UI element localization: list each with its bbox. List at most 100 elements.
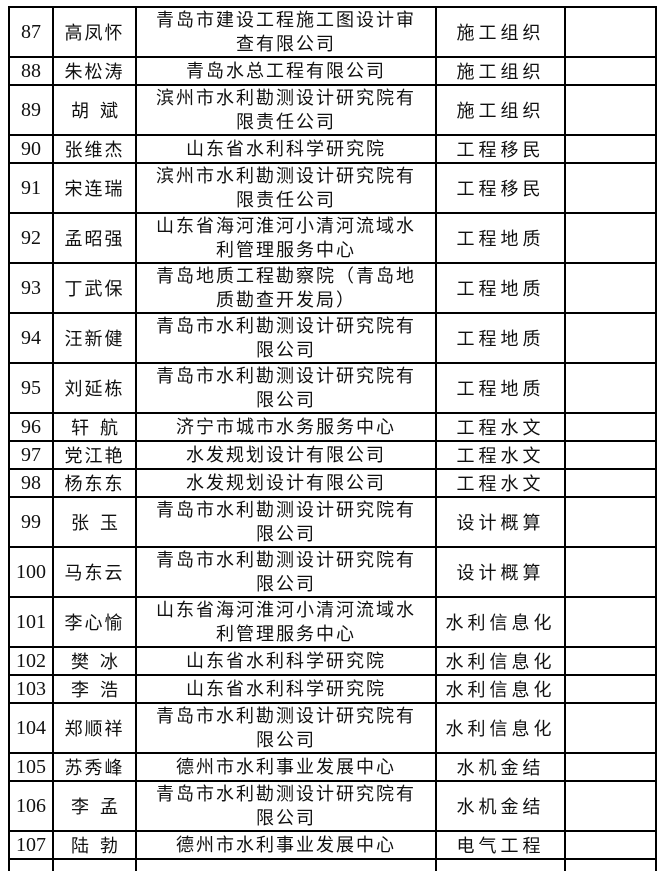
row-number-cell: 94 <box>8 312 54 364</box>
category-cell: 水利信息化 <box>435 702 566 754</box>
table-row: 97 党江艳 水发规划设计有限公司 工程水文 <box>8 440 657 470</box>
cutoff-cell <box>52 858 137 871</box>
organization-cell: 山东省海河淮河小清河流域水 利管理服务中心 <box>135 596 437 648</box>
row-number-cell-text: 95 <box>21 376 41 399</box>
table-row: 102 樊冰 山东省水利科学研究院 水利信息化 <box>8 646 657 676</box>
notes-cell <box>564 780 657 832</box>
table-row: 96 轩航 济宁市城市水务服务中心 工程水文 <box>8 412 657 442</box>
category-cell-text: 工程移民 <box>456 140 545 160</box>
category-cell-text: 水利信息化 <box>445 613 556 633</box>
row-number-cell: 102 <box>8 646 54 676</box>
category-cell: 工程地质 <box>435 262 566 314</box>
row-number-cell-text: 92 <box>21 226 41 249</box>
row-number-cell-text: 100 <box>16 560 46 583</box>
table-row: 105 苏秀峰 德州市水利事业发展中心 水机金结 <box>8 752 657 782</box>
row-number-cell: 88 <box>8 56 54 86</box>
category-cell-text: 工程水文 <box>456 474 545 494</box>
notes-cell <box>564 752 657 782</box>
name-cell: 胡斌 <box>52 84 137 136</box>
organization-cell: 山东省海河淮河小清河流域水 利管理服务中心 <box>135 212 437 264</box>
row-number-cell: 91 <box>8 162 54 214</box>
notes-cell <box>564 468 657 498</box>
category-cell: 工程移民 <box>435 162 566 214</box>
name-cell-text: 孟昭强 <box>64 229 125 249</box>
category-cell-text: 施工组织 <box>456 23 545 43</box>
name-cell: 马东云 <box>52 546 137 598</box>
notes-cell <box>564 362 657 414</box>
name-cell: 宋连瑞 <box>52 162 137 214</box>
row-number-cell-text: 104 <box>16 716 46 739</box>
notes-cell <box>564 312 657 364</box>
row-number-cell-text: 89 <box>21 98 41 121</box>
category-cell: 工程水文 <box>435 468 566 498</box>
category-cell-text: 水利信息化 <box>445 719 556 739</box>
cutoff-cell <box>435 858 566 871</box>
notes-cell <box>564 440 657 470</box>
row-number-cell-text: 101 <box>16 610 46 633</box>
table-row: 103 李浩 山东省水利科学研究院 水利信息化 <box>8 674 657 704</box>
row-number-cell: 99 <box>8 496 54 548</box>
name-cell: 李心愉 <box>52 596 137 648</box>
name-cell-text: 苏秀峰 <box>64 758 125 778</box>
row-number-cell-text: 107 <box>16 833 46 856</box>
category-cell-text: 施工组织 <box>456 101 545 121</box>
table-row: 93 丁武保 青岛地质工程勘察院（青岛地 质勘查开发局） 工程地质 <box>8 262 657 314</box>
row-number-cell-text: 99 <box>21 510 41 533</box>
category-cell: 工程移民 <box>435 134 566 164</box>
organization-cell-text: 德州市水利事业发展中心 <box>176 835 396 855</box>
organization-cell: 青岛水总工程有限公司 <box>135 56 437 86</box>
name-cell: 党江艳 <box>52 440 137 470</box>
row-number-cell: 98 <box>8 468 54 498</box>
table-row: 88 朱松涛 青岛水总工程有限公司 施工组织 <box>8 56 657 86</box>
notes-cell <box>564 674 657 704</box>
organization-cell: 青岛市水利勘测设计研究院有 限公司 <box>135 312 437 364</box>
organization-cell: 青岛市建设工程施工图设计审 查有限公司 <box>135 6 437 58</box>
personnel-roster-table: 87 高凤怀 青岛市建设工程施工图设计审 查有限公司 施工组织 88 朱松涛 青岛水总工程有… <box>8 6 657 871</box>
notes-cell <box>564 646 657 676</box>
row-number-cell-text: 87 <box>21 20 41 43</box>
notes-cell <box>564 702 657 754</box>
table-row: 101 李心愉 山东省海河淮河小清河流域水 利管理服务中心 水利信息化 <box>8 596 657 648</box>
row-number-cell-text: 103 <box>16 677 46 700</box>
category-cell: 水机金结 <box>435 752 566 782</box>
organization-cell-text: 青岛市水利勘测设计研究院有 限公司 <box>156 550 416 594</box>
notes-cell <box>564 412 657 442</box>
category-cell-text: 工程地质 <box>456 379 545 399</box>
organization-cell: 滨州市水利勘测设计研究院有 限责任公司 <box>135 84 437 136</box>
category-cell: 施工组织 <box>435 6 566 58</box>
name-cell-text: 宋连瑞 <box>64 179 125 199</box>
organization-cell-text: 山东省海河淮河小清河流域水 利管理服务中心 <box>156 216 416 260</box>
row-number-cell: 95 <box>8 362 54 414</box>
organization-cell-text: 青岛市水利勘测设计研究院有 限公司 <box>156 706 416 750</box>
row-number-cell: 96 <box>8 412 54 442</box>
name-cell-text: 郑顺祥 <box>64 719 125 739</box>
organization-cell: 济宁市城市水务服务中心 <box>135 412 437 442</box>
organization-cell-text: 山东省海河淮河小清河流域水 利管理服务中心 <box>156 600 416 644</box>
row-number-cell-text: 97 <box>21 443 41 466</box>
name-cell: 张维杰 <box>52 134 137 164</box>
row-number-cell-text: 106 <box>16 794 46 817</box>
row-number-cell: 89 <box>8 84 54 136</box>
name-cell: 杨东东 <box>52 468 137 498</box>
name-cell: 李浩 <box>52 674 137 704</box>
document-page: 87 高凤怀 青岛市建设工程施工图设计审 查有限公司 施工组织 88 朱松涛 青岛水总工程有… <box>8 6 657 871</box>
category-cell: 水利信息化 <box>435 674 566 704</box>
category-cell-text: 水机金结 <box>456 797 545 817</box>
row-number-cell: 106 <box>8 780 54 832</box>
name-cell-text: 李心愉 <box>64 613 125 633</box>
organization-cell: 山东省水利科学研究院 <box>135 674 437 704</box>
name-cell: 汪新健 <box>52 312 137 364</box>
row-number-cell-text: 91 <box>21 176 41 199</box>
notes-cell <box>564 212 657 264</box>
row-number-cell: 101 <box>8 596 54 648</box>
category-cell-text: 工程水文 <box>456 446 545 466</box>
table-row: 107 陆勃 德州市水利事业发展中心 电气工程 <box>8 830 657 860</box>
cutoff-row-stub <box>8 858 657 871</box>
category-cell: 施工组织 <box>435 56 566 86</box>
table-row: 99 张玉 青岛市水利勘测设计研究院有 限公司 设计概算 <box>8 496 657 548</box>
category-cell-text: 水利信息化 <box>445 680 556 700</box>
row-number-cell: 105 <box>8 752 54 782</box>
category-cell: 设计概算 <box>435 496 566 548</box>
row-number-cell: 93 <box>8 262 54 314</box>
organization-cell-text: 济宁市城市水务服务中心 <box>176 417 396 437</box>
